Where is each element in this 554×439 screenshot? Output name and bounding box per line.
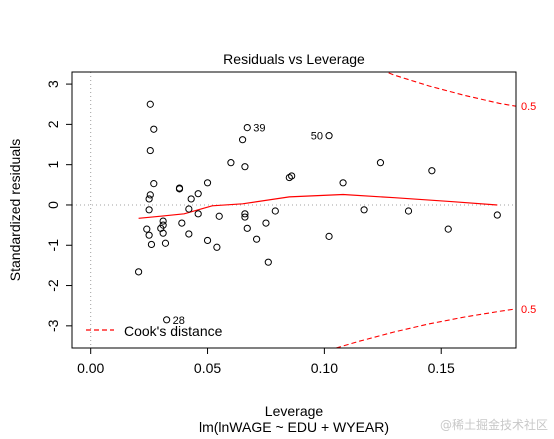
data-point: [428, 167, 436, 175]
data-point: [175, 184, 184, 192]
data-point: [150, 180, 158, 188]
chart-title: Residuals vs Leverage: [223, 51, 365, 67]
cooks-distance-lower-curve: [335, 308, 516, 348]
point-label: 50: [311, 131, 323, 143]
data-point: [444, 225, 452, 233]
data-point: [404, 207, 413, 215]
data-point: [271, 207, 279, 215]
y-tick-label: -1: [45, 239, 61, 252]
data-point: [339, 179, 347, 187]
data-point: [145, 231, 153, 239]
data-point: [194, 190, 202, 198]
data-point: [493, 211, 501, 219]
data-point: [325, 132, 333, 140]
x-tick-label: 0.05: [194, 360, 221, 376]
x-tick-label: 0.00: [77, 360, 104, 376]
data-point: [145, 206, 153, 214]
data-point: [325, 232, 333, 240]
data-point: [159, 229, 167, 237]
data-point: [159, 221, 167, 229]
y-axis-label: Standardized residuals: [7, 139, 23, 281]
data-point: [243, 124, 251, 132]
y-tick-label: 2: [45, 120, 61, 128]
reference-lines: [72, 72, 516, 348]
data-point: [146, 146, 154, 155]
data-point: [360, 206, 368, 214]
data-point: [243, 224, 251, 232]
x-tick-label: 0.15: [428, 360, 455, 376]
data-point: [163, 316, 171, 324]
data-point: [146, 191, 154, 199]
data-point: [146, 100, 154, 108]
cooks-distance-labels: 0.5 0.5: [521, 101, 536, 316]
y-tick-label: 1: [45, 161, 61, 169]
y-tick-label: 3: [45, 80, 61, 88]
point-label: 28: [173, 315, 185, 327]
y-tick-label: -2: [45, 279, 61, 292]
data-point: [185, 205, 193, 213]
legend-label: Cook's distance: [124, 323, 223, 339]
cooks-distance-curves: [335, 72, 516, 348]
x-axis-sublabel: lm(lnWAGE ~ EDU + WYEAR): [199, 419, 389, 435]
data-point: [238, 136, 247, 144]
x-axis-label: Leverage: [265, 403, 324, 419]
data-point: [264, 258, 272, 266]
data-point: [194, 210, 202, 218]
data-point: [241, 210, 249, 218]
smooth-trend-line: [138, 193, 498, 219]
data-point: [203, 236, 212, 245]
point-labels: 39 50 28: [173, 123, 323, 327]
data-point: [288, 172, 296, 180]
data-point: [203, 179, 212, 187]
x-tick-label: 0.10: [311, 360, 338, 376]
data-point: [253, 235, 261, 243]
data-point: [185, 230, 193, 238]
data-point: [262, 219, 270, 227]
y-tick-label: -3: [45, 319, 61, 332]
data-point: [213, 243, 221, 251]
data-point: [241, 213, 249, 221]
cooks-distance-upper-curve: [385, 72, 516, 107]
legend: Cook's distance: [86, 323, 223, 339]
smooth-line: [138, 193, 498, 219]
y-axis: -3 -2 -1 0 1 2 3: [45, 80, 72, 332]
watermark: @稀土掘金技术社区: [439, 418, 548, 432]
data-points: [135, 100, 501, 324]
cooks-distance-upper-label: 0.5: [521, 101, 536, 113]
data-point: [147, 240, 156, 249]
data-point: [187, 195, 195, 203]
cooks-distance-lower-label: 0.5: [521, 304, 536, 316]
data-point: [150, 125, 158, 133]
data-point: [161, 239, 170, 247]
y-tick-label: 0: [45, 201, 61, 209]
data-point: [143, 225, 151, 233]
data-point: [227, 159, 235, 167]
data-point: [376, 159, 385, 167]
x-axis: 0.00 0.05 0.10 0.15: [77, 348, 455, 376]
data-point: [178, 219, 186, 227]
data-point: [135, 268, 143, 276]
point-label: 39: [253, 123, 265, 135]
data-point: [159, 217, 167, 225]
plot-frame: [71, 71, 517, 349]
data-point: [145, 195, 153, 203]
data-point: [241, 163, 249, 171]
data-point: [215, 212, 223, 220]
